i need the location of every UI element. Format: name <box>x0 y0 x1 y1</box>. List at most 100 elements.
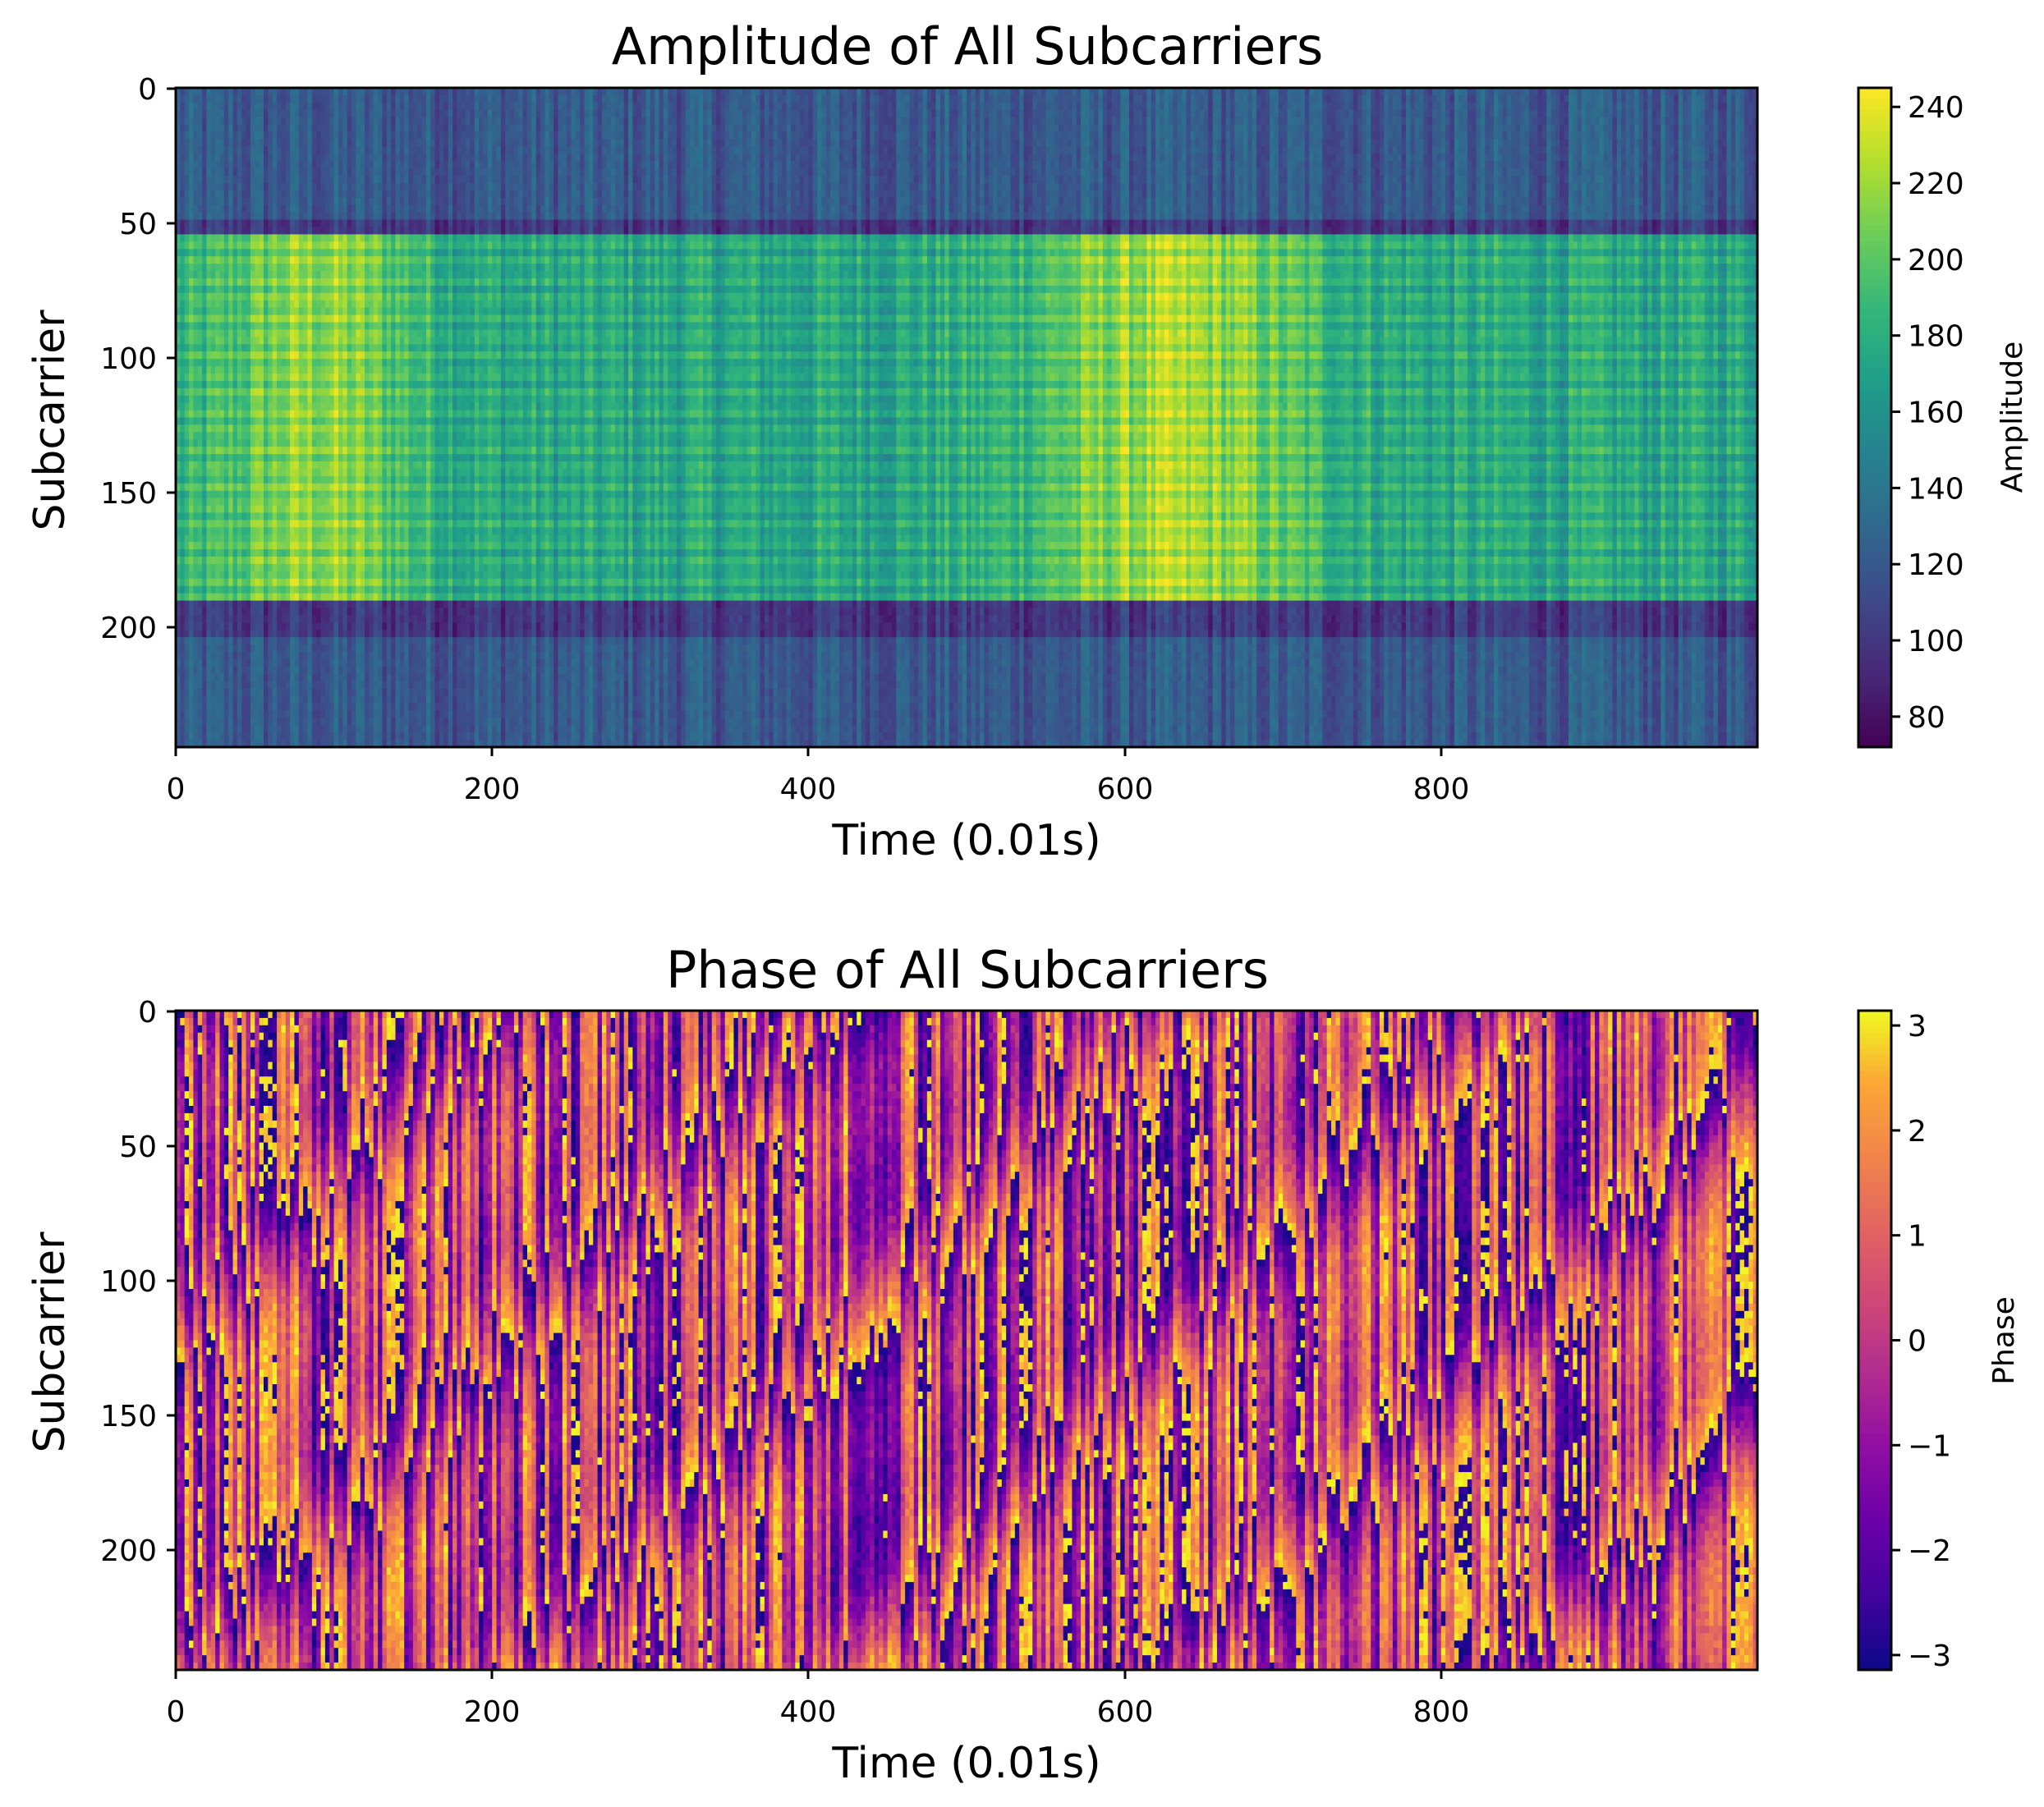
heatmap-cell <box>505 125 510 133</box>
heatmap-cell <box>619 125 624 133</box>
heatmap-cell <box>417 117 422 126</box>
heatmap-cell <box>1692 95 1697 103</box>
heatmap-cell <box>1643 95 1648 103</box>
heatmap-cell <box>1041 95 1046 103</box>
heatmap-cell <box>1735 95 1740 103</box>
heatmap-cell <box>576 103 581 111</box>
heatmap-cell <box>439 95 444 103</box>
heatmap-cell <box>624 110 629 118</box>
heatmap-cell <box>1639 95 1644 103</box>
heatmap-cell <box>650 125 655 133</box>
heatmap-cell <box>645 95 650 103</box>
heatmap-cell <box>821 110 826 118</box>
heatmap-cell <box>435 103 440 111</box>
heatmap-cell <box>1252 125 1257 133</box>
heatmap-cell <box>1591 125 1596 133</box>
heatmap-cell <box>361 103 365 111</box>
heatmap-cell <box>914 103 919 111</box>
heatmap-cell <box>387 103 392 111</box>
heatmap-cell <box>1490 103 1495 111</box>
heatmap-cell <box>1305 110 1310 118</box>
heatmap-cell <box>220 125 225 133</box>
heatmap-cell <box>742 117 747 126</box>
heatmap-cell <box>430 110 435 118</box>
heatmap-cell <box>1028 125 1033 133</box>
heatmap-cell <box>1384 125 1389 133</box>
heatmap-cell <box>1041 103 1046 111</box>
heatmap-cell <box>659 103 664 111</box>
heatmap-cell <box>1279 117 1284 126</box>
heatmap-cell <box>443 103 448 111</box>
heatmap-cell <box>351 117 356 126</box>
heatmap-cell <box>1002 103 1007 111</box>
heatmap-cell <box>852 117 857 126</box>
heatmap-cell <box>778 95 783 103</box>
heatmap-cell <box>1423 110 1428 118</box>
heatmap-cell <box>703 110 708 118</box>
heatmap-cell <box>1019 117 1024 126</box>
heatmap-cell <box>492 103 497 111</box>
heatmap-cell <box>286 103 291 111</box>
heatmap-cell <box>1670 103 1674 111</box>
heatmap-cell <box>971 125 976 133</box>
heatmap-cell <box>747 110 752 118</box>
heatmap-cell <box>1402 125 1407 133</box>
heatmap-cell <box>866 110 870 118</box>
heatmap-cell <box>211 125 216 133</box>
heatmap-cell <box>883 103 888 111</box>
heatmap-cell <box>413 117 418 126</box>
heatmap-cell <box>1103 117 1108 126</box>
heatmap-cell <box>787 95 792 103</box>
heatmap-cell <box>316 117 321 126</box>
heatmap-cell <box>923 125 928 133</box>
heatmap-cell <box>1564 117 1569 126</box>
heatmap-cell <box>857 117 861 126</box>
heatmap-cell <box>369 110 374 118</box>
heatmap-cell <box>1142 103 1147 111</box>
heatmap-cell <box>1217 117 1222 126</box>
heatmap-cell <box>1551 103 1556 111</box>
heatmap-cell <box>540 125 545 133</box>
heatmap-cell <box>971 103 976 111</box>
heatmap-cell <box>712 125 717 133</box>
heatmap-cell <box>817 95 822 103</box>
heatmap-cell <box>1133 103 1138 111</box>
heatmap-cell <box>1582 103 1587 111</box>
heatmap-cell <box>918 110 923 118</box>
heatmap-cell <box>1103 95 1108 103</box>
heatmap-cell <box>909 125 914 133</box>
heatmap-cell <box>681 103 686 111</box>
heatmap-cell <box>466 125 471 133</box>
heatmap-cell <box>888 117 893 126</box>
heatmap-cell <box>334 125 339 133</box>
heatmap-cell <box>997 110 1002 118</box>
heatmap-cell <box>1208 95 1213 103</box>
heatmap-cell <box>497 110 502 118</box>
heatmap-cell <box>1468 117 1472 126</box>
heatmap-cell <box>1006 117 1011 126</box>
heatmap-cell <box>984 95 989 103</box>
heatmap-cell <box>488 117 493 126</box>
heatmap-cell <box>1503 95 1508 103</box>
heatmap-cell <box>980 95 985 103</box>
heatmap-cell <box>1195 103 1200 111</box>
heatmap-cell <box>404 117 409 126</box>
heatmap-cell <box>1213 95 1218 103</box>
heatmap-cell <box>681 117 686 126</box>
heatmap-cell <box>1138 103 1143 111</box>
heatmap-cell <box>563 117 567 126</box>
heatmap-cell <box>484 125 489 133</box>
heatmap-cell <box>193 125 198 133</box>
heatmap-cell <box>1660 95 1665 103</box>
heatmap-cell <box>1402 117 1407 126</box>
heatmap-cell <box>589 95 594 103</box>
heatmap-cell <box>422 117 427 126</box>
heatmap-cell <box>1024 110 1029 118</box>
heatmap-cell <box>1265 117 1270 126</box>
heatmap-cell <box>312 110 317 118</box>
heatmap-cell <box>1275 103 1279 111</box>
heatmap-cell <box>1604 95 1609 103</box>
heatmap-cell <box>1050 103 1055 111</box>
heatmap-cell <box>484 117 489 126</box>
heatmap-cell <box>1318 117 1323 126</box>
